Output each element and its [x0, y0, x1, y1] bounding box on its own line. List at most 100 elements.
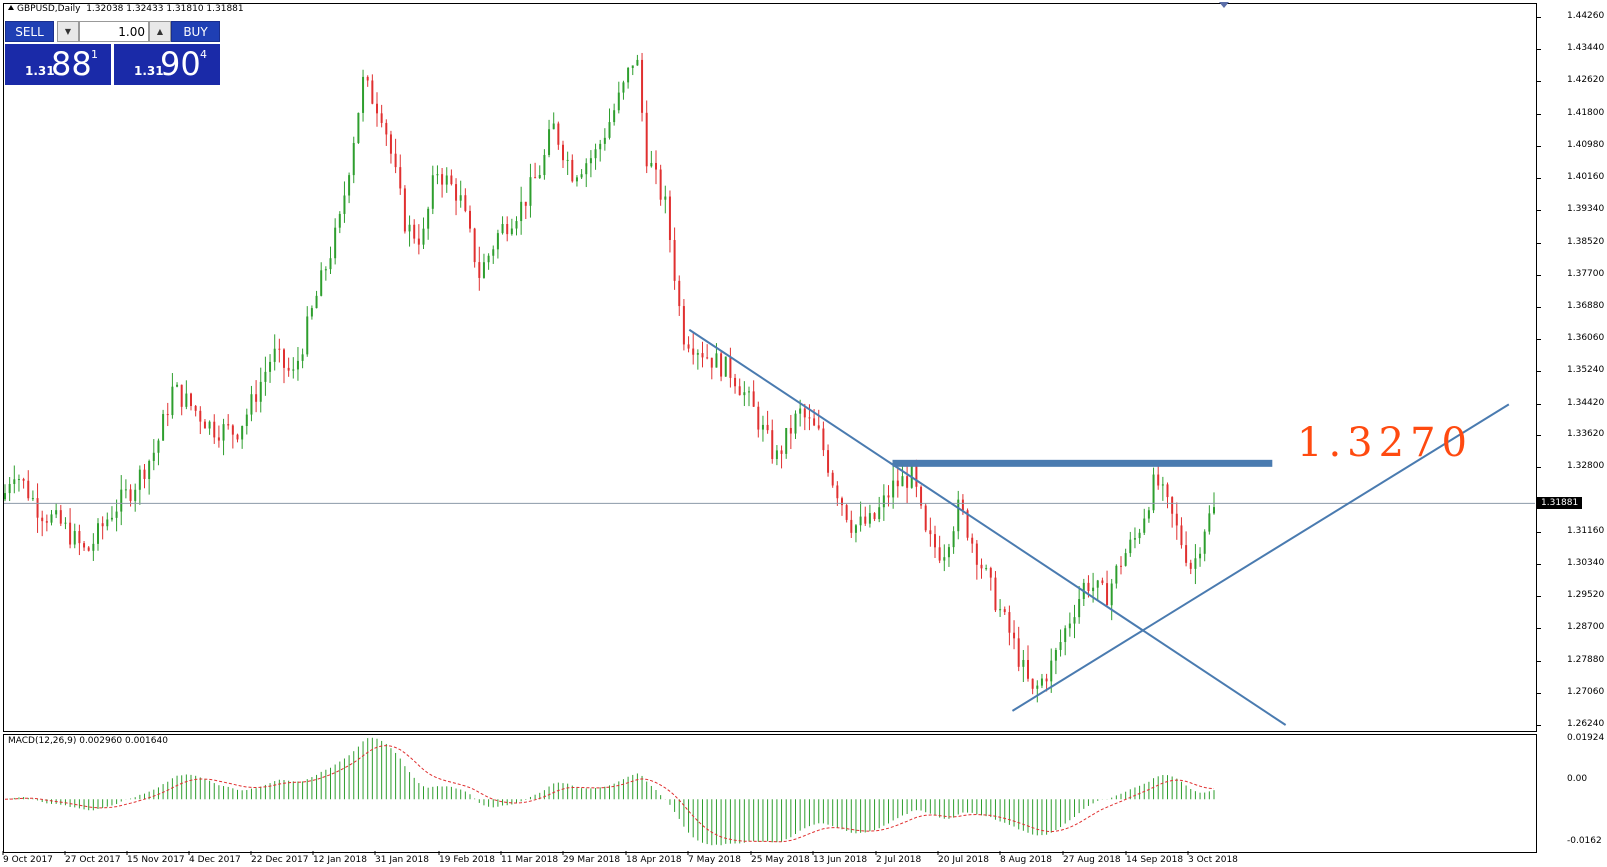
- candle-body: [1087, 582, 1090, 592]
- candle-body: [376, 103, 378, 114]
- candle-body: [566, 159, 569, 161]
- candle-body: [427, 208, 430, 229]
- price-axis-tick: [1536, 113, 1541, 115]
- buy-price-sup: 4: [200, 48, 207, 61]
- candle-body: [589, 158, 592, 164]
- lot-increase-button[interactable]: ▲: [149, 21, 171, 42]
- candle-body: [273, 348, 276, 362]
- candle-body: [436, 174, 439, 176]
- sell-price-quote[interactable]: 1.31 88 1: [5, 44, 111, 85]
- candle-body: [352, 143, 355, 176]
- price-axis-label: 1.29520: [1567, 590, 1605, 601]
- candle-body: [422, 228, 425, 245]
- candle-body: [934, 534, 936, 548]
- resistance-level-bar[interactable]: [892, 459, 1273, 467]
- price-axis-label: 1.37700: [1567, 268, 1605, 279]
- candle-body: [920, 486, 923, 506]
- price-axis-label: 1.39340: [1567, 204, 1605, 215]
- candle-body: [73, 531, 76, 545]
- price-axis-label: 1.41800: [1567, 107, 1605, 118]
- candle-body: [1013, 632, 1016, 639]
- buy-price-quote[interactable]: 1.31 90 4: [114, 44, 220, 85]
- candle-body: [878, 507, 881, 520]
- candle-body: [1120, 565, 1122, 567]
- price-axis-label: 1.43440: [1567, 43, 1605, 54]
- price-axis-tick: [1536, 371, 1541, 373]
- candle-body: [83, 543, 86, 548]
- candle-body: [947, 547, 950, 558]
- candle-body: [617, 92, 620, 111]
- shift-chart-arrow-icon[interactable]: [1219, 2, 1229, 8]
- candle-body: [980, 564, 983, 569]
- price-axis-label: 1.27880: [1567, 654, 1605, 665]
- candle-body: [752, 391, 755, 407]
- price-axis-tick: [1536, 242, 1541, 244]
- candle-body: [69, 522, 72, 545]
- candle-body: [650, 162, 653, 167]
- date-axis-label: 4 Dec 2017: [189, 855, 241, 865]
- candle-body: [124, 489, 127, 491]
- candle-body: [668, 196, 671, 241]
- candle-body: [492, 249, 495, 256]
- candle-body: [682, 306, 685, 345]
- date-axis-label: 14 Sep 2018: [1126, 855, 1184, 865]
- candle-body: [673, 240, 676, 281]
- candle-body: [1203, 531, 1206, 554]
- candle-body: [1147, 510, 1150, 519]
- macd-pane[interactable]: [3, 734, 1537, 853]
- candle-body: [120, 489, 123, 512]
- date-axis-label: 27 Aug 2018: [1063, 855, 1121, 865]
- candle-body: [1185, 545, 1188, 563]
- lot-size-input[interactable]: [79, 21, 149, 42]
- price-axis-tick: [1536, 628, 1541, 630]
- candle-body: [543, 154, 546, 176]
- candle-body: [245, 414, 248, 427]
- date-axis-label: 8 Aug 2018: [1000, 855, 1052, 865]
- candle-body: [1017, 638, 1020, 667]
- candle-body: [148, 460, 151, 480]
- candle-body: [115, 511, 118, 518]
- price-axis-tick: [1536, 435, 1541, 437]
- price-axis-label: 1.34420: [1567, 397, 1605, 408]
- price-axis-tick: [1536, 274, 1541, 276]
- candle-body: [1003, 609, 1006, 613]
- candle-body: [999, 609, 1002, 611]
- candle-body: [1106, 583, 1109, 606]
- chevron-up-icon: ▲: [156, 27, 164, 36]
- chart-title: GBPUSD,Daily 1.32038 1.32433 1.31810 1.3…: [8, 4, 244, 14]
- candle-body: [1166, 484, 1169, 498]
- candle-body: [636, 59, 639, 66]
- price-axis-label: 1.30340: [1567, 557, 1605, 568]
- date-axis-label: 2 Jul 2018: [876, 855, 922, 865]
- candle-body: [1129, 539, 1132, 554]
- candle-body: [985, 568, 988, 570]
- sell-button[interactable]: SELL: [5, 21, 54, 42]
- candle-body: [343, 195, 346, 214]
- candle-body: [552, 123, 555, 130]
- candle-body: [715, 353, 718, 368]
- candle-body: [1054, 649, 1057, 661]
- candle-body: [961, 499, 964, 511]
- candle-body: [603, 137, 606, 144]
- main-chart-pane[interactable]: [3, 3, 1537, 732]
- candle-body: [464, 195, 467, 211]
- candle-body: [152, 452, 155, 461]
- candle-body: [734, 377, 737, 387]
- candle-body: [417, 238, 420, 245]
- buy-button[interactable]: BUY: [171, 21, 220, 42]
- candle-body: [892, 480, 895, 498]
- candle-body: [789, 427, 792, 434]
- candle-body: [631, 65, 634, 68]
- current-price-marker: 1.31881: [1536, 497, 1582, 510]
- candle-body: [613, 110, 616, 123]
- candle-body: [766, 424, 769, 431]
- candle-body: [36, 498, 39, 518]
- candle-body: [241, 426, 244, 440]
- candle-body: [236, 434, 239, 440]
- candle-body: [1096, 580, 1099, 588]
- candle-body: [50, 514, 53, 523]
- candle-body: [1161, 484, 1164, 486]
- date-axis-label: 18 Apr 2018: [626, 855, 682, 865]
- lot-decrease-button[interactable]: ▼: [57, 21, 79, 42]
